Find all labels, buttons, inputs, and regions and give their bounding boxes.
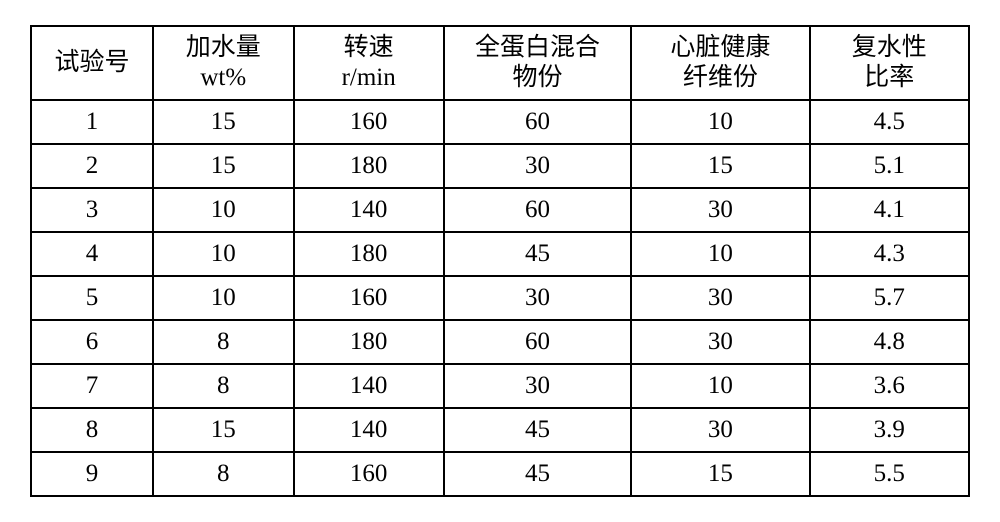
header-trial: 试验号 bbox=[31, 26, 153, 100]
table-row: 2 15 180 30 15 5.1 bbox=[31, 144, 969, 188]
cell-trial: 8 bbox=[31, 408, 153, 452]
cell-speed: 140 bbox=[294, 408, 444, 452]
header-fiber: 心脏健康 纤维份 bbox=[631, 26, 809, 100]
cell-protein: 45 bbox=[444, 232, 632, 276]
header-fiber-line2: 纤维份 bbox=[636, 63, 804, 93]
cell-protein: 60 bbox=[444, 100, 632, 144]
cell-protein: 60 bbox=[444, 320, 632, 364]
cell-water: 10 bbox=[153, 276, 294, 320]
cell-speed: 160 bbox=[294, 276, 444, 320]
cell-speed: 180 bbox=[294, 144, 444, 188]
cell-water: 8 bbox=[153, 452, 294, 496]
cell-speed: 140 bbox=[294, 188, 444, 232]
header-speed-line2: r/min bbox=[299, 63, 439, 93]
cell-protein: 30 bbox=[444, 364, 632, 408]
cell-water: 8 bbox=[153, 320, 294, 364]
table-row: 1 15 160 60 10 4.5 bbox=[31, 100, 969, 144]
cell-ratio: 4.8 bbox=[810, 320, 969, 364]
cell-ratio: 5.5 bbox=[810, 452, 969, 496]
header-water: 加水量 wt% bbox=[153, 26, 294, 100]
header-row: 试验号 加水量 wt% 转速 r/min 全蛋白混合 物份 心脏健康 纤维份 bbox=[31, 26, 969, 100]
cell-water: 10 bbox=[153, 188, 294, 232]
header-protein-line1: 全蛋白混合 bbox=[449, 33, 627, 63]
header-speed: 转速 r/min bbox=[294, 26, 444, 100]
cell-protein: 30 bbox=[444, 276, 632, 320]
header-fiber-line1: 心脏健康 bbox=[636, 33, 804, 63]
cell-ratio: 5.7 bbox=[810, 276, 969, 320]
cell-trial: 7 bbox=[31, 364, 153, 408]
cell-speed: 180 bbox=[294, 320, 444, 364]
cell-protein: 30 bbox=[444, 144, 632, 188]
cell-fiber: 10 bbox=[631, 364, 809, 408]
header-ratio: 复水性 比率 bbox=[810, 26, 969, 100]
cell-trial: 4 bbox=[31, 232, 153, 276]
cell-trial: 5 bbox=[31, 276, 153, 320]
cell-fiber: 30 bbox=[631, 320, 809, 364]
cell-speed: 160 bbox=[294, 100, 444, 144]
table-row: 5 10 160 30 30 5.7 bbox=[31, 276, 969, 320]
cell-water: 15 bbox=[153, 144, 294, 188]
cell-fiber: 10 bbox=[631, 100, 809, 144]
header-trial-line1: 试验号 bbox=[36, 48, 148, 78]
cell-ratio: 4.5 bbox=[810, 100, 969, 144]
header-protein-line2: 物份 bbox=[449, 63, 627, 93]
cell-ratio: 4.1 bbox=[810, 188, 969, 232]
cell-trial: 3 bbox=[31, 188, 153, 232]
cell-speed: 160 bbox=[294, 452, 444, 496]
cell-water: 10 bbox=[153, 232, 294, 276]
header-water-line2: wt% bbox=[158, 63, 289, 93]
cell-ratio: 3.6 bbox=[810, 364, 969, 408]
header-water-line1: 加水量 bbox=[158, 33, 289, 63]
table-row: 3 10 140 60 30 4.1 bbox=[31, 188, 969, 232]
table-row: 4 10 180 45 10 4.3 bbox=[31, 232, 969, 276]
cell-trial: 9 bbox=[31, 452, 153, 496]
cell-fiber: 30 bbox=[631, 276, 809, 320]
data-table-container: 试验号 加水量 wt% 转速 r/min 全蛋白混合 物份 心脏健康 纤维份 bbox=[30, 25, 970, 497]
cell-trial: 1 bbox=[31, 100, 153, 144]
table-header: 试验号 加水量 wt% 转速 r/min 全蛋白混合 物份 心脏健康 纤维份 bbox=[31, 26, 969, 100]
table-body: 1 15 160 60 10 4.5 2 15 180 30 15 5.1 3 … bbox=[31, 100, 969, 496]
header-ratio-line2: 比率 bbox=[815, 63, 964, 93]
cell-speed: 180 bbox=[294, 232, 444, 276]
table-row: 8 15 140 45 30 3.9 bbox=[31, 408, 969, 452]
cell-water: 8 bbox=[153, 364, 294, 408]
header-protein: 全蛋白混合 物份 bbox=[444, 26, 632, 100]
cell-ratio: 4.3 bbox=[810, 232, 969, 276]
cell-ratio: 5.1 bbox=[810, 144, 969, 188]
cell-fiber: 30 bbox=[631, 188, 809, 232]
cell-trial: 2 bbox=[31, 144, 153, 188]
cell-speed: 140 bbox=[294, 364, 444, 408]
cell-trial: 6 bbox=[31, 320, 153, 364]
cell-water: 15 bbox=[153, 100, 294, 144]
table-row: 6 8 180 60 30 4.8 bbox=[31, 320, 969, 364]
cell-water: 15 bbox=[153, 408, 294, 452]
header-ratio-line1: 复水性 bbox=[815, 33, 964, 63]
cell-fiber: 15 bbox=[631, 144, 809, 188]
cell-fiber: 10 bbox=[631, 232, 809, 276]
table-row: 7 8 140 30 10 3.6 bbox=[31, 364, 969, 408]
cell-protein: 60 bbox=[444, 188, 632, 232]
header-speed-line1: 转速 bbox=[299, 33, 439, 63]
cell-ratio: 3.9 bbox=[810, 408, 969, 452]
experiment-table: 试验号 加水量 wt% 转速 r/min 全蛋白混合 物份 心脏健康 纤维份 bbox=[30, 25, 970, 497]
cell-protein: 45 bbox=[444, 408, 632, 452]
cell-fiber: 15 bbox=[631, 452, 809, 496]
cell-fiber: 30 bbox=[631, 408, 809, 452]
table-row: 9 8 160 45 15 5.5 bbox=[31, 452, 969, 496]
cell-protein: 45 bbox=[444, 452, 632, 496]
